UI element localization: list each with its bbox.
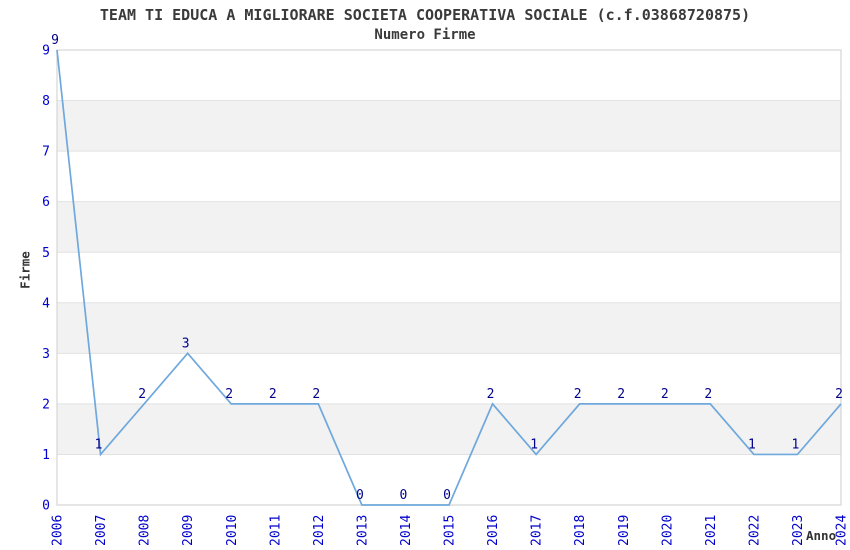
data-point-label: 2	[269, 387, 277, 402]
x-tick-label: 2019	[617, 515, 632, 546]
y-tick-label: 5	[42, 246, 50, 261]
y-tick-label: 3	[42, 347, 50, 362]
y-tick-label: 6	[42, 195, 50, 210]
x-tick-label: 2010	[225, 515, 240, 546]
x-tick-label: 2017	[530, 515, 545, 546]
x-axis-label: Anno	[806, 528, 837, 543]
x-tick-label: 2008	[138, 515, 153, 546]
data-point-label: 0	[443, 488, 451, 503]
data-point-label: 2	[617, 387, 625, 402]
y-tick-label: 7	[42, 145, 50, 160]
data-point-label: 3	[182, 336, 190, 351]
plot-band	[57, 252, 841, 303]
plot-band	[57, 151, 841, 202]
x-tick-label: 2018	[573, 515, 588, 546]
x-tick-label: 2009	[181, 515, 196, 546]
x-tick-label: 2023	[791, 515, 806, 546]
plot-band	[57, 353, 841, 404]
y-tick-label: 9	[42, 44, 50, 59]
x-tick-label: 2024	[835, 515, 850, 546]
plot-band	[57, 201, 841, 253]
y-tick-label: 0	[42, 499, 50, 514]
data-point-label: 0	[400, 488, 408, 503]
x-tick-label: 2006	[51, 515, 66, 546]
data-point-label: 2	[225, 387, 233, 402]
data-point-label: 1	[748, 437, 756, 452]
data-point-label: 2	[661, 387, 669, 402]
data-point-label: 9	[51, 33, 59, 48]
x-tick-label: 2015	[443, 515, 458, 546]
x-tick-label: 2016	[486, 515, 501, 546]
data-point-label: 2	[835, 387, 843, 402]
data-point-label: 0	[356, 488, 364, 503]
y-tick-label: 4	[42, 296, 50, 311]
data-point-label: 1	[530, 437, 538, 452]
data-point-label: 2	[574, 387, 582, 402]
x-tick-label: 2021	[704, 515, 719, 546]
x-tick-label: 2013	[355, 515, 370, 546]
plot-band	[57, 100, 841, 152]
plot-band	[57, 403, 841, 455]
y-tick-label: 2	[42, 397, 50, 412]
x-tick-label: 2014	[399, 515, 414, 546]
x-tick-label: 2020	[660, 515, 675, 546]
plot-band	[57, 454, 841, 505]
x-tick-label: 2007	[94, 515, 109, 546]
plot-band	[57, 302, 841, 354]
data-point-label: 2	[704, 387, 712, 402]
x-tick-label: 2011	[268, 515, 283, 546]
y-tick-label: 8	[42, 94, 50, 109]
data-point-label: 1	[792, 437, 800, 452]
data-line	[56, 49, 842, 506]
y-tick-label: 1	[42, 448, 50, 463]
plot-band	[57, 50, 841, 101]
x-tick-label: 2012	[312, 515, 327, 546]
chart-title: TEAM TI EDUCA A MIGLIORARE SOCIETA COOPE…	[99, 6, 751, 24]
data-point-label: 2	[138, 387, 146, 402]
chart-subtitle: Numero Firme	[374, 27, 476, 43]
data-point-label: 2	[487, 387, 495, 402]
data-point-label: 1	[95, 437, 103, 452]
data-point-label: 2	[312, 387, 320, 402]
x-tick-label: 2022	[747, 515, 762, 546]
